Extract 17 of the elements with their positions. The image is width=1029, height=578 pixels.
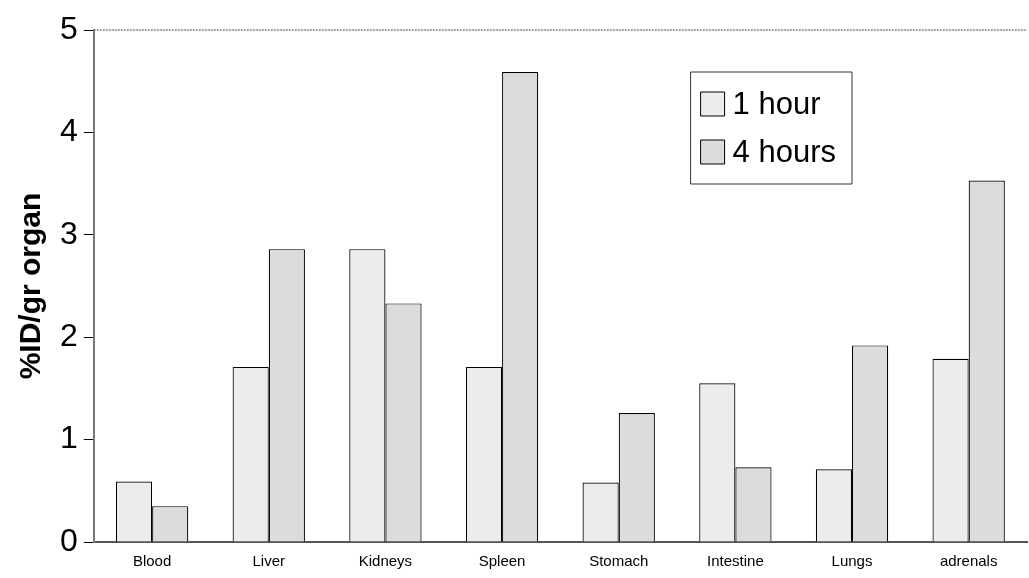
y-tick-label: 0 <box>60 521 78 558</box>
y-tick-label: 4 <box>60 112 78 149</box>
x-tick-label: Kidneys <box>358 552 413 570</box>
x-tick-label: Stomach <box>589 552 649 570</box>
legend-label: 1 hour <box>732 85 821 121</box>
x-tick-label: Lungs <box>831 552 873 570</box>
y-tick-label: 2 <box>60 317 78 354</box>
y-tick-label: 1 <box>60 419 78 456</box>
x-tick-label: adrenals <box>939 552 998 570</box>
y-axis-title: %ID/gr organ <box>13 192 47 380</box>
x-tick-label: Blood <box>132 552 172 570</box>
y-tick-label: 3 <box>60 214 78 251</box>
x-tick-label: Intestine <box>707 552 764 570</box>
x-tick-label: Liver <box>252 552 286 570</box>
x-tick-label: Spleen <box>478 552 526 570</box>
legend-label: 4 hours <box>732 133 837 169</box>
y-tick-label: 5 <box>60 9 78 46</box>
